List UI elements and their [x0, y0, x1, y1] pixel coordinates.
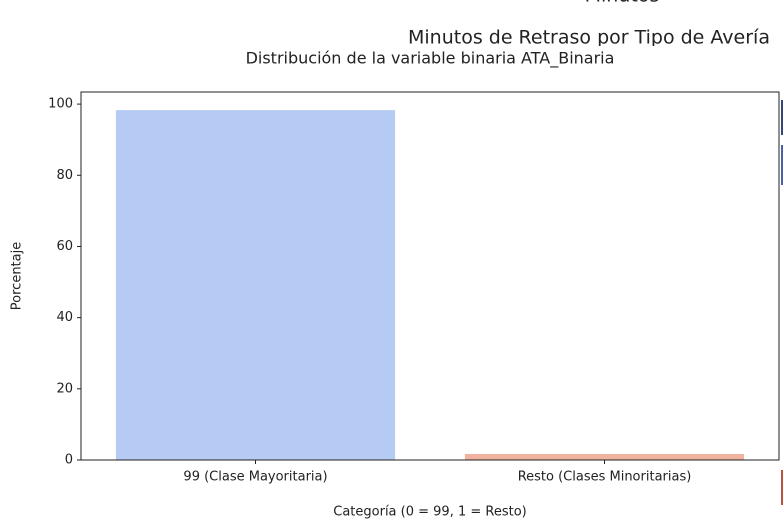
x-tick-label: Resto (Clases Minoritarias): [518, 470, 692, 485]
x-tick-label: 99 (Clase Mayoritaria): [183, 470, 327, 485]
y-tick-label: 0: [65, 453, 73, 468]
y-tick-label: 60: [56, 239, 73, 254]
bar: [115, 110, 396, 460]
x-axis-label: Categoría (0 = 99, 1 = Resto): [333, 505, 526, 520]
y-tick-label: 80: [56, 168, 73, 183]
y-tick-label: 100: [48, 97, 73, 112]
bar: [464, 453, 745, 460]
y-tick-label: 40: [56, 310, 73, 325]
background-label: Minutos: [585, 0, 660, 7]
background-title: Minutos de Retraso por Tipo de Avería: [408, 27, 770, 49]
y-axis-label: Porcentaje: [10, 242, 25, 310]
chart-title: Distribución de la variable binaria ATA_…: [246, 49, 615, 69]
y-tick-label: 20: [56, 381, 73, 396]
plot-frame: [80, 91, 780, 461]
plot-area: 99 (Clase Mayoritaria) Resto (Clases Mino…: [48, 91, 780, 485]
